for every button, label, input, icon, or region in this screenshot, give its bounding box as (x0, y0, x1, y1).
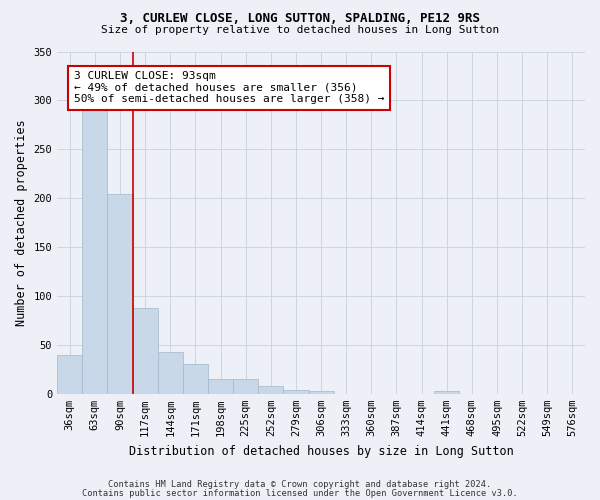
X-axis label: Distribution of detached houses by size in Long Sutton: Distribution of detached houses by size … (129, 444, 514, 458)
Bar (133, 308, 158, 394)
Text: 3 CURLEW CLOSE: 93sqm
← 49% of detached houses are smaller (356)
50% of semi-det: 3 CURLEW CLOSE: 93sqm ← 49% of detached … (74, 71, 384, 104)
Text: Contains HM Land Registry data © Crown copyright and database right 2024.: Contains HM Land Registry data © Crown c… (109, 480, 491, 489)
Bar (434, 391, 460, 394)
Bar (283, 390, 308, 394)
Bar (57, 354, 82, 394)
Bar (233, 379, 258, 394)
Bar (208, 379, 233, 394)
Bar (158, 352, 183, 394)
Bar (183, 364, 208, 394)
Text: Contains public sector information licensed under the Open Government Licence v3: Contains public sector information licen… (82, 490, 518, 498)
Bar (82, 109, 107, 394)
Text: Size of property relative to detached houses in Long Sutton: Size of property relative to detached ho… (101, 25, 499, 35)
Bar (107, 194, 133, 394)
Y-axis label: Number of detached properties: Number of detached properties (15, 120, 28, 326)
Text: 3, CURLEW CLOSE, LONG SUTTON, SPALDING, PE12 9RS: 3, CURLEW CLOSE, LONG SUTTON, SPALDING, … (120, 12, 480, 26)
Bar (308, 391, 334, 394)
Bar (258, 386, 283, 394)
